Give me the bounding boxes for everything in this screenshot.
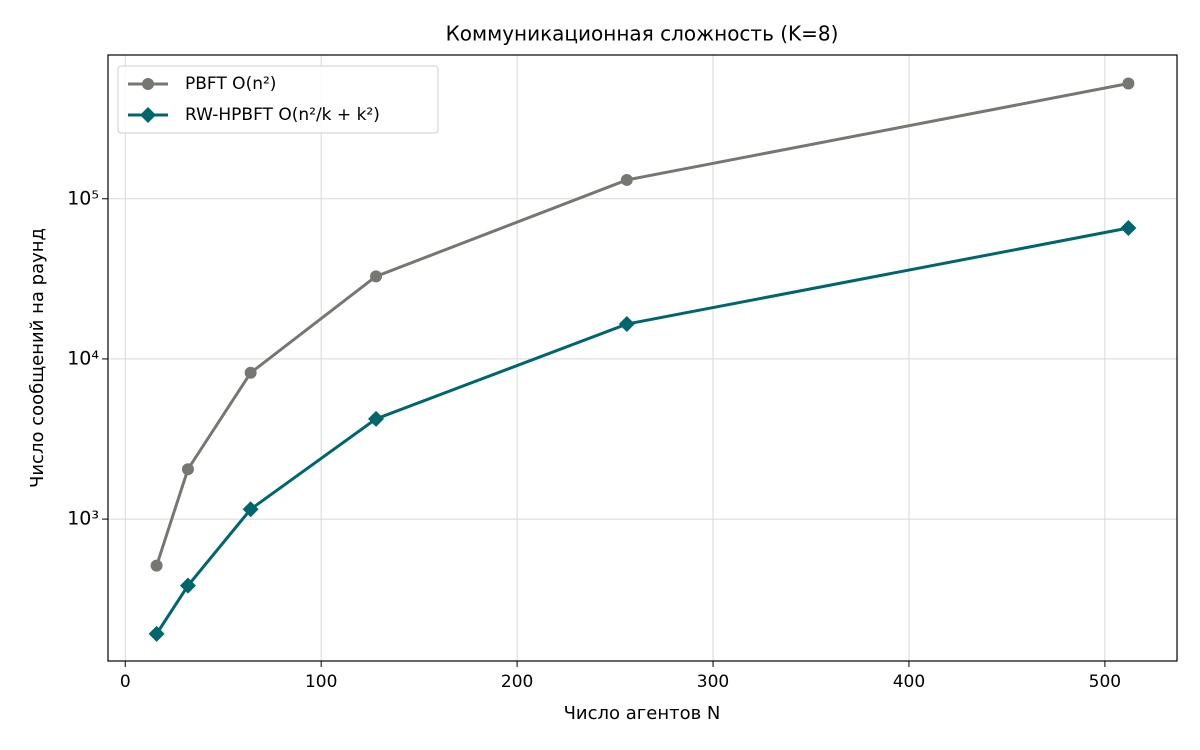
x-tick-label: 500 bbox=[1089, 672, 1121, 692]
data-point bbox=[1122, 77, 1135, 90]
x-tick-label: 100 bbox=[305, 672, 337, 692]
chart-title: Коммуникационная сложность (K=8) bbox=[446, 22, 839, 46]
data-point bbox=[150, 559, 163, 572]
data-point bbox=[242, 501, 259, 518]
plot-frame bbox=[107, 54, 1178, 662]
legend-label: PBFT O(n²) bbox=[185, 74, 276, 94]
y-tick-label: 10³ bbox=[67, 508, 99, 530]
data-point bbox=[181, 463, 194, 476]
data-line bbox=[155, 82, 1129, 567]
legend-marker bbox=[142, 78, 154, 90]
data-point bbox=[1120, 220, 1137, 237]
data-point bbox=[370, 270, 383, 283]
data-point bbox=[148, 625, 165, 642]
data-point bbox=[620, 173, 633, 186]
data-line bbox=[155, 226, 1129, 635]
x-tick-label: 200 bbox=[501, 672, 533, 692]
x-tick-label: 300 bbox=[697, 672, 729, 692]
data-point bbox=[368, 410, 385, 427]
x-tick-label: 400 bbox=[893, 672, 925, 692]
x-axis-label: Число агентов N bbox=[564, 703, 721, 724]
data-point bbox=[179, 577, 196, 594]
data-point bbox=[244, 366, 257, 379]
y-tick-label: 10⁵ bbox=[67, 187, 99, 209]
y-tick-label: 10⁴ bbox=[67, 347, 99, 369]
legend-box bbox=[117, 65, 439, 134]
legend-label: RW-HPBFT O(n²/k + k²) bbox=[185, 105, 380, 125]
data-point bbox=[618, 316, 635, 333]
legend-marker bbox=[140, 107, 156, 123]
y-axis-label: Число сообщений на раунд bbox=[27, 228, 48, 488]
x-tick-label: 0 bbox=[120, 672, 131, 692]
